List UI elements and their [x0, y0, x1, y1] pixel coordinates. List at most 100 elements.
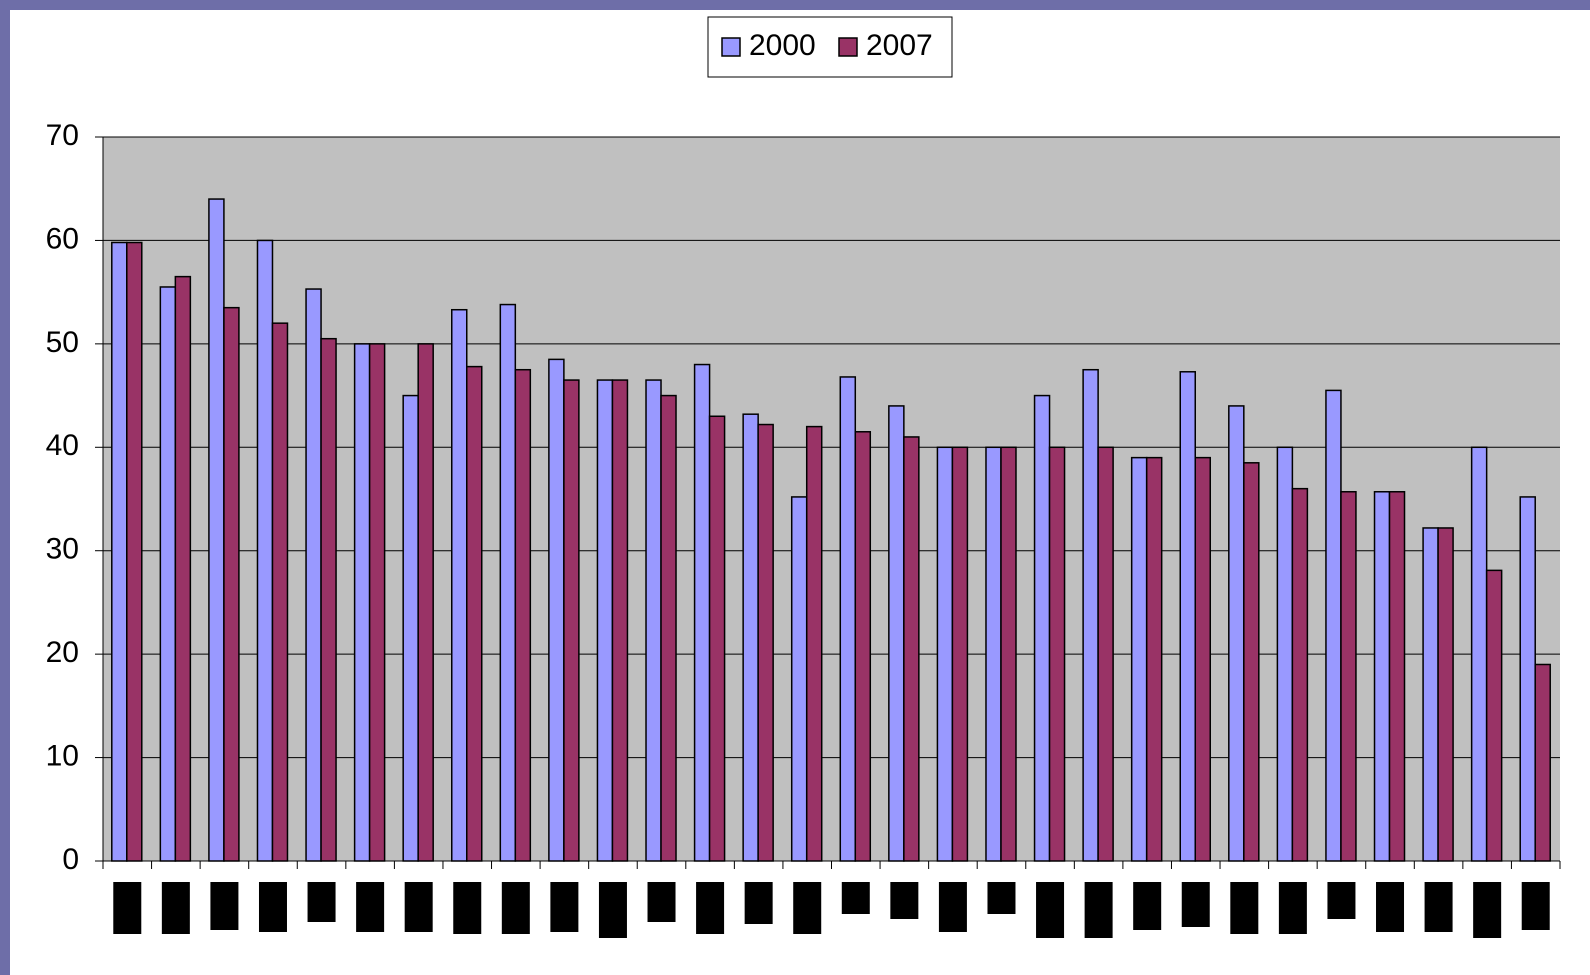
redacted-label	[1084, 882, 1113, 938]
y-tick-label: 70	[46, 119, 79, 152]
redacted-label	[210, 882, 239, 930]
bar	[320, 337, 337, 862]
bar	[903, 436, 920, 862]
redacted-label	[356, 882, 385, 932]
bar	[1485, 569, 1503, 862]
redacted-label	[453, 882, 482, 934]
redacted-label	[987, 882, 1016, 914]
bar	[466, 365, 483, 862]
redacted-label	[501, 882, 530, 934]
bar	[1534, 663, 1551, 862]
bar	[1437, 527, 1454, 862]
bar	[611, 379, 629, 862]
redacted-label	[1036, 882, 1065, 938]
bar	[499, 303, 517, 862]
bar	[271, 322, 289, 862]
legend-label: 2007	[866, 29, 933, 62]
bar	[854, 431, 872, 862]
redacted-label	[1376, 882, 1405, 932]
bar	[514, 368, 532, 862]
bar	[402, 394, 419, 862]
bar	[1082, 368, 1099, 862]
y-tick-label: 30	[46, 533, 79, 566]
bar	[1097, 446, 1114, 862]
bar	[368, 343, 386, 862]
bar	[417, 343, 434, 862]
y-tick-label: 60	[46, 222, 79, 255]
redacted-label	[404, 882, 433, 932]
redacted-label	[1424, 882, 1453, 932]
bar	[1228, 405, 1245, 862]
bar	[660, 394, 677, 862]
redacted-label	[1521, 882, 1550, 930]
bar	[305, 288, 322, 862]
redacted-label	[1133, 882, 1162, 930]
plot-area	[103, 137, 1560, 861]
bar	[353, 343, 371, 862]
bar	[1470, 446, 1488, 862]
y-tick-label: 20	[46, 636, 79, 669]
redacted-label	[938, 882, 967, 932]
redacted-label	[841, 882, 870, 914]
redacted-label	[647, 882, 676, 922]
redacted-label	[890, 882, 919, 919]
bar	[757, 423, 774, 862]
redacted-label	[696, 882, 725, 934]
bar	[1048, 446, 1066, 862]
redacted-label	[550, 882, 579, 932]
bar	[1145, 456, 1163, 862]
bar	[790, 496, 808, 862]
bar	[159, 286, 177, 862]
redacted-label	[161, 882, 190, 934]
legend-label: 2000	[749, 29, 816, 62]
redacted-label	[113, 882, 142, 934]
bar	[1033, 394, 1051, 862]
bar	[174, 275, 192, 862]
legend-swatch	[721, 37, 741, 57]
legend-swatch	[838, 37, 858, 57]
y-tick-label: 0	[62, 843, 79, 876]
bar	[451, 308, 468, 862]
bar	[1194, 456, 1211, 862]
legend-box	[707, 16, 953, 78]
bar	[708, 415, 726, 862]
bar	[888, 405, 905, 862]
bar	[1422, 527, 1439, 862]
y-tick-label: 50	[46, 326, 79, 359]
bar	[839, 376, 857, 862]
bar	[1388, 491, 1406, 862]
bar	[1130, 456, 1148, 862]
redacted-label	[744, 882, 773, 924]
bar	[1519, 496, 1536, 862]
bar	[951, 446, 969, 862]
redacted-label	[1278, 882, 1307, 934]
redacted-label	[598, 882, 627, 938]
bar	[1276, 446, 1294, 862]
bar	[223, 306, 240, 862]
redacted-label	[1181, 882, 1210, 927]
legend: 2000 2007	[707, 16, 953, 78]
bar	[645, 379, 662, 862]
bar	[111, 241, 128, 862]
bar	[1340, 491, 1357, 862]
redacted-label	[1230, 882, 1259, 934]
redacted-label	[1327, 882, 1356, 919]
bar	[208, 198, 225, 862]
redacted-label	[1473, 882, 1502, 938]
bar	[126, 241, 143, 862]
bar	[1179, 371, 1196, 862]
bar	[563, 379, 580, 862]
bar	[1291, 487, 1309, 862]
bar	[1373, 491, 1391, 862]
bar	[985, 446, 1002, 862]
y-tick-label: 10	[46, 739, 79, 772]
bar	[1325, 389, 1342, 862]
redacted-label	[258, 882, 287, 932]
bar	[548, 358, 565, 862]
bar	[1000, 446, 1017, 862]
bar	[256, 239, 274, 862]
bar	[1243, 462, 1260, 862]
bar	[596, 379, 614, 862]
redacted-label	[793, 882, 822, 934]
